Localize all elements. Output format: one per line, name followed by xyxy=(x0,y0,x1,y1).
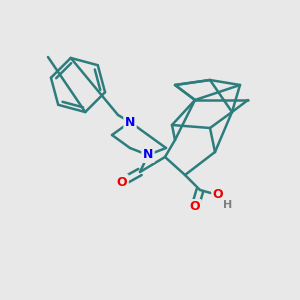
Text: H: H xyxy=(224,200,232,210)
Text: O: O xyxy=(117,176,127,188)
Text: O: O xyxy=(213,188,223,202)
Text: O: O xyxy=(190,200,200,214)
Text: N: N xyxy=(125,116,135,128)
Text: N: N xyxy=(143,148,153,161)
